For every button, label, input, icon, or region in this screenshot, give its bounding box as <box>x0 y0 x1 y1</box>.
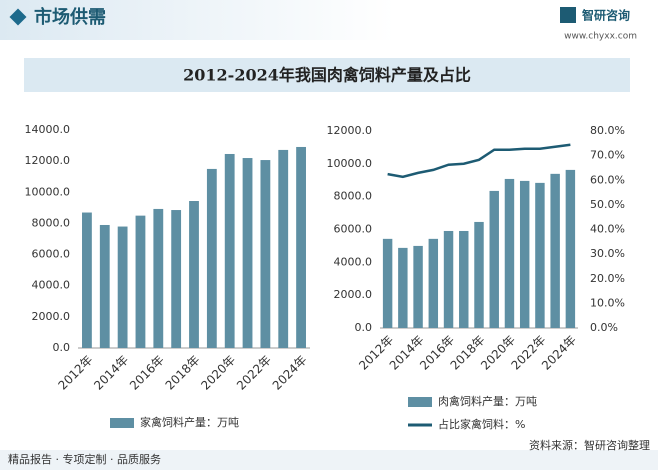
bar <box>459 230 469 328</box>
header-title: 市场供需 <box>34 6 106 28</box>
legend-label: 家禽饲料产量：万吨 <box>140 415 239 429</box>
bar <box>443 230 454 328</box>
legend-swatch <box>408 397 432 407</box>
bar <box>117 226 128 348</box>
y2-tick-label: 70.0% <box>590 149 625 162</box>
line-series <box>387 143 571 179</box>
bar <box>171 210 182 348</box>
y2-tick-label: 50.0% <box>590 198 625 211</box>
logo-icon <box>560 7 576 23</box>
x-tick-label: 2014年 <box>91 353 131 393</box>
bar <box>504 178 515 328</box>
y-tick-label: 12000.0 <box>327 124 373 137</box>
bar <box>474 221 484 328</box>
y-tick-label: 8000.0 <box>334 190 373 203</box>
bar <box>99 224 110 348</box>
y2-tick-label: 80.0% <box>590 124 625 137</box>
bar <box>428 238 439 328</box>
y-tick-label: 10000.0 <box>25 185 71 198</box>
y-tick-label: 6000.0 <box>334 223 373 236</box>
y2-tick-label: 20.0% <box>590 272 625 285</box>
footer-slogan: 精品报告 · 专项定制 · 品质服务 <box>8 452 161 466</box>
y2-tick-label: 30.0% <box>590 247 625 260</box>
y-tick-label: 2000.0 <box>32 310 71 323</box>
y-tick-label: 4000.0 <box>334 255 373 268</box>
bar <box>398 247 408 328</box>
bar <box>260 160 271 348</box>
bar <box>535 182 545 328</box>
bar <box>135 215 146 348</box>
bar <box>224 153 235 348</box>
bar <box>242 158 253 348</box>
bar <box>565 169 576 328</box>
y2-tick-label: 0.0% <box>590 321 618 334</box>
bar <box>153 208 164 348</box>
x-tick-label: 2020年 <box>198 353 238 393</box>
x-tick-label: 2022年 <box>234 353 274 393</box>
bar <box>382 238 393 328</box>
footer-bar <box>0 450 658 470</box>
y-tick-label: 4000.0 <box>32 279 71 292</box>
legend-label: 肉禽饲料产量：万吨 <box>438 394 537 408</box>
x-tick-label: 2012年 <box>56 353 96 393</box>
bar <box>206 168 217 348</box>
x-tick-label: 2024年 <box>270 353 310 393</box>
y-tick-label: 14000.0 <box>25 123 71 136</box>
legend-label: 占比家禽饲料：% <box>438 417 525 431</box>
y-tick-label: 0.0 <box>53 341 71 354</box>
bar <box>413 245 423 328</box>
legend-swatch <box>110 418 134 428</box>
bar <box>189 201 199 348</box>
y2-tick-label: 10.0% <box>590 296 625 309</box>
y-tick-label: 6000.0 <box>32 248 71 261</box>
logo: 智研咨询 <box>581 8 630 23</box>
source: 资料来源：智研咨询整理 <box>529 438 650 452</box>
bar <box>278 149 289 348</box>
y2-tick-label: 40.0% <box>590 223 625 236</box>
bar <box>519 180 530 328</box>
bar <box>82 212 92 348</box>
header-bar <box>0 0 658 40</box>
y-tick-label: 2000.0 <box>334 288 373 301</box>
y-tick-label: 0.0 <box>355 321 373 334</box>
x-tick-label: 2016年 <box>127 353 167 393</box>
title-bar <box>24 58 630 92</box>
y-tick-label: 10000.0 <box>327 157 373 170</box>
y-tick-label: 12000.0 <box>25 154 71 167</box>
url: www.chyxx.com <box>564 32 637 42</box>
y-tick-label: 8000.0 <box>32 216 71 229</box>
x-tick-label: 2024年 <box>539 333 579 373</box>
bar <box>296 146 306 348</box>
bar <box>550 173 560 328</box>
x-tick-label: 2018年 <box>163 353 203 393</box>
bar <box>489 190 499 328</box>
y2-tick-label: 60.0% <box>590 173 625 186</box>
chart-title: 2012-2024年我国肉禽饲料产量及占比 <box>183 66 471 85</box>
